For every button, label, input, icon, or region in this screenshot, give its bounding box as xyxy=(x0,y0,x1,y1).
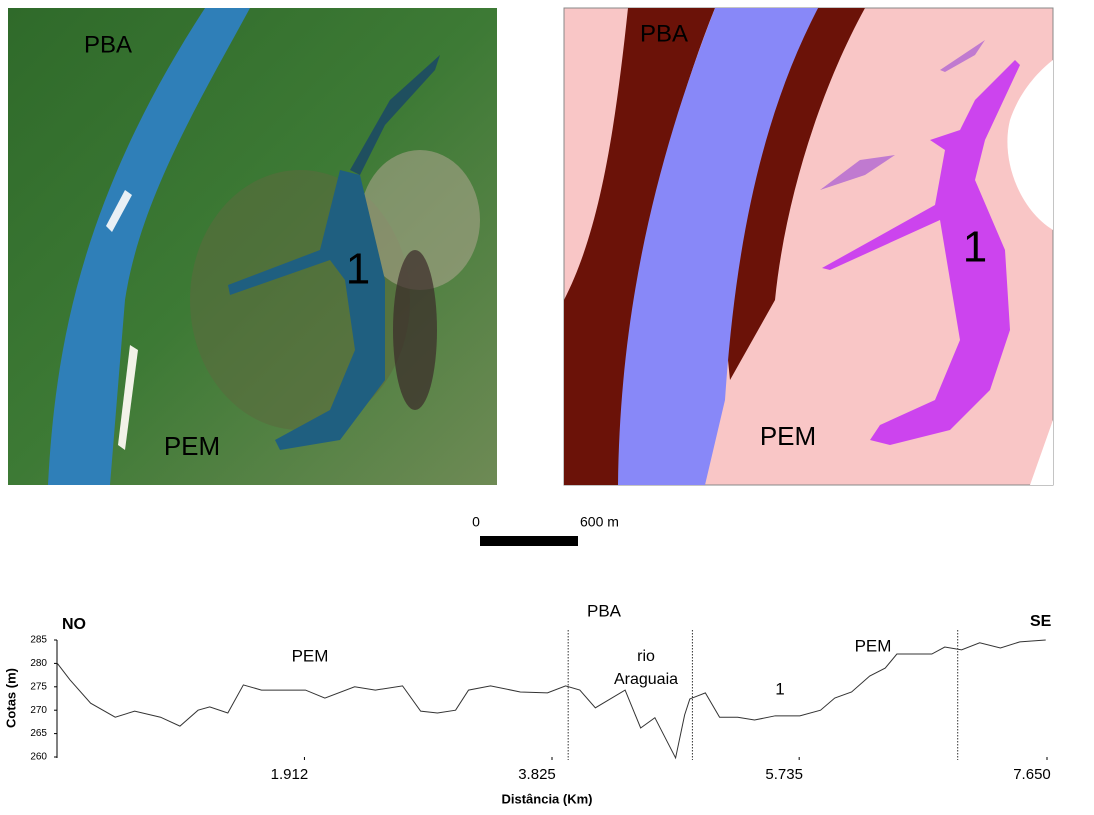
y-axis-label: Cotas (m) xyxy=(3,668,18,728)
map-label: PBA xyxy=(640,20,688,47)
y-tick-label: 265 xyxy=(30,728,47,739)
figure: PBA 1 PEM PBA 1 PEM 0 600 m Distância (K… xyxy=(0,0,1094,810)
satellite-map xyxy=(8,8,497,485)
x-tick-label: 7.650 xyxy=(1013,766,1051,783)
annotation: PEM xyxy=(292,646,329,665)
annotation: PBA xyxy=(587,601,622,620)
annotation: PEM xyxy=(855,636,892,655)
map-label: PEM xyxy=(760,421,816,451)
annotation: Araguaia xyxy=(614,671,678,688)
annotation: NO xyxy=(62,616,86,633)
scale-label: 0 xyxy=(472,514,480,530)
annotation: 1 xyxy=(775,679,784,698)
x-tick-label: 3.825 xyxy=(518,766,556,783)
map-label: 1 xyxy=(963,223,987,272)
map-label: PEM xyxy=(164,431,220,461)
y-tick-label: 260 xyxy=(30,752,47,763)
profile-line xyxy=(57,640,1046,758)
x-axis-label: Distância (Km) xyxy=(501,791,592,806)
y-tick-label: 275 xyxy=(30,681,47,692)
scale-bar xyxy=(480,536,578,546)
map-label: PBA xyxy=(84,31,132,58)
y-tick-label: 280 xyxy=(30,658,47,669)
annotation: rio xyxy=(637,648,655,665)
y-tick-label: 270 xyxy=(30,705,47,716)
scale-label: 600 m xyxy=(580,514,619,530)
x-tick-label: 5.735 xyxy=(765,766,803,783)
x-tick-label: 1.912 xyxy=(271,766,309,783)
annotation: SE xyxy=(1030,613,1052,630)
y-tick-label: 285 xyxy=(30,635,47,646)
map-label: 1 xyxy=(346,245,370,294)
